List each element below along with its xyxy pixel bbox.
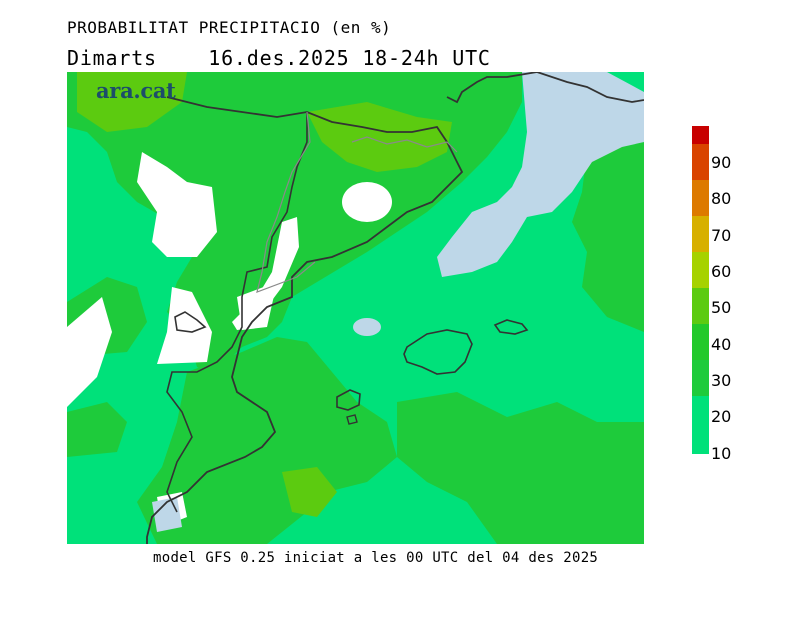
legend-swatch-above-90 [692, 126, 709, 144]
field-below-10-coast [67, 297, 112, 407]
field-below-10-ebro [157, 287, 212, 364]
legend-swatch-30-40 [692, 324, 709, 360]
model-info: model GFS 0.25 iniciat a les 00 UTC del … [153, 550, 599, 566]
legend-label-40: 40 [711, 335, 732, 354]
field-20-30-southeast [397, 392, 644, 544]
field-30-40-south [282, 467, 337, 517]
legend-swatch-10-20 [692, 396, 709, 454]
field-low-blue-balearic-n [353, 318, 381, 336]
probability-legend: 90 80 70 60 50 40 30 20 10 [692, 126, 782, 463]
legend-label-70: 70 [711, 226, 732, 245]
forecast-period: Dimarts 16.des.2025 18-24h UTC [67, 46, 491, 70]
island-formentera [346, 414, 358, 425]
coastline-iberia [146, 96, 464, 544]
field-20-30-east [572, 142, 644, 332]
border-internal-north [351, 136, 458, 153]
legend-swatch-70-80 [692, 180, 709, 216]
field-below-10-valley [232, 217, 299, 330]
field-20-30-southwest [67, 402, 127, 457]
legend-swatch-40-50 [692, 288, 709, 324]
legend-label-80: 80 [711, 189, 732, 208]
legend-label-60: 60 [711, 262, 732, 281]
legend-swatch-60-70 [692, 216, 709, 252]
border-internal [256, 111, 316, 293]
legend-swatch-50-60 [692, 252, 709, 288]
legend-label-50: 50 [711, 298, 732, 317]
legend-label-20: 20 [711, 407, 732, 426]
coastline-france [446, 72, 644, 104]
border-internal-zaragoza [174, 311, 207, 333]
ara-cat-logo: ara.cat [96, 78, 176, 103]
island-mallorca [403, 329, 473, 375]
border-andorra [166, 112, 308, 513]
legend-swatch-80-90 [692, 144, 709, 180]
field-below-10-west [137, 152, 217, 257]
legend-label-90: 90 [711, 153, 732, 172]
field-low-blue-gulf [437, 72, 644, 277]
legend-label-30: 30 [711, 371, 732, 390]
map-canvas [67, 72, 644, 544]
legend-swatch-20-30 [692, 360, 709, 396]
field-below-10-inland [342, 182, 392, 222]
field-30-40-northwest [77, 72, 187, 132]
legend-label-10: 10 [711, 444, 732, 463]
chart-title: PROBABILITAT PRECIPITACIO (en %) [67, 18, 392, 37]
field-30-40-pyrenees [307, 102, 452, 172]
island-ibiza [336, 389, 361, 411]
probability-map: ara.cat [67, 72, 644, 544]
field-below-10-lleida [237, 282, 277, 330]
island-menorca [493, 319, 529, 335]
